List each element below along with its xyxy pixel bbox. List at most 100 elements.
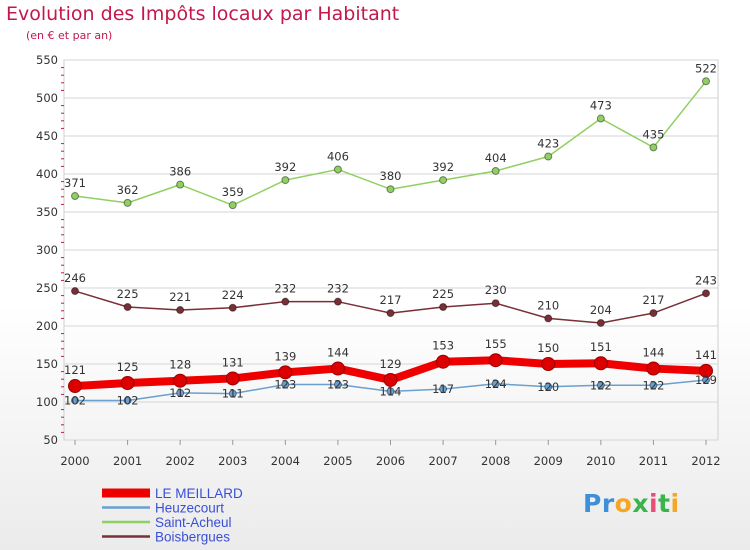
data-point bbox=[541, 357, 556, 371]
data-label: 230 bbox=[485, 283, 507, 297]
data-point bbox=[439, 176, 448, 185]
data-point bbox=[436, 354, 451, 369]
data-label: 112 bbox=[169, 386, 191, 400]
data-point bbox=[383, 372, 398, 387]
data-label: 217 bbox=[642, 293, 664, 307]
data-label: 392 bbox=[432, 160, 454, 174]
data-point bbox=[123, 198, 132, 207]
data-label: 522 bbox=[695, 61, 717, 75]
data-point bbox=[120, 376, 135, 390]
data-point bbox=[278, 365, 293, 380]
data-point bbox=[488, 353, 503, 368]
data-point bbox=[330, 361, 345, 376]
data-label: 117 bbox=[432, 382, 454, 396]
data-point bbox=[386, 387, 395, 396]
data-point bbox=[491, 299, 500, 308]
proxiti-logo: Proxiti bbox=[583, 489, 680, 518]
chart-title: Evolution des Impôts locaux par Habitant bbox=[6, 3, 400, 25]
logo-letter: i bbox=[649, 489, 659, 518]
legend-label: Boisbergues bbox=[155, 530, 230, 545]
data-label: 243 bbox=[695, 273, 717, 287]
x-tick-label: 2011 bbox=[639, 454, 668, 468]
x-tick-label: 2006 bbox=[376, 454, 405, 468]
x-tick-label: 2002 bbox=[166, 454, 195, 468]
legend-label: Heuzecourt bbox=[155, 501, 224, 516]
data-point bbox=[491, 166, 500, 175]
data-point bbox=[176, 388, 185, 397]
logo-letter: o bbox=[614, 489, 633, 518]
data-point bbox=[386, 309, 395, 318]
data-point bbox=[699, 363, 713, 378]
data-point bbox=[71, 192, 79, 201]
data-label: 123 bbox=[327, 378, 349, 392]
chart-subtitle: (en € et par an) bbox=[26, 29, 113, 42]
data-label: 423 bbox=[537, 137, 559, 151]
x-tick-label: 2004 bbox=[271, 454, 300, 468]
data-point bbox=[333, 297, 342, 306]
logo-letter: P bbox=[583, 489, 602, 518]
data-label: 362 bbox=[117, 183, 139, 197]
data-label: 141 bbox=[695, 348, 717, 362]
data-point bbox=[281, 176, 290, 185]
y-tick-label: 300 bbox=[36, 243, 58, 257]
data-label: 386 bbox=[169, 165, 191, 179]
y-tick-label: 200 bbox=[36, 319, 58, 333]
x-tick-label: 2008 bbox=[481, 454, 510, 468]
data-label: 435 bbox=[642, 127, 664, 141]
data-label: 123 bbox=[274, 378, 296, 392]
x-tick-label: 2003 bbox=[218, 454, 247, 468]
data-point bbox=[491, 379, 500, 388]
data-label: 406 bbox=[327, 149, 349, 163]
data-label: 225 bbox=[432, 287, 454, 301]
data-label: 102 bbox=[64, 393, 86, 407]
data-point bbox=[596, 381, 605, 390]
x-tick-label: 2001 bbox=[113, 454, 142, 468]
data-label: 114 bbox=[380, 384, 402, 398]
data-point bbox=[176, 306, 185, 315]
data-label: 217 bbox=[380, 293, 402, 307]
data-point bbox=[649, 381, 658, 390]
x-tick-label: 2009 bbox=[534, 454, 563, 468]
data-point bbox=[646, 361, 661, 376]
data-label: 120 bbox=[537, 380, 559, 394]
data-point bbox=[333, 380, 342, 389]
data-point bbox=[123, 303, 132, 311]
logo-letter: x bbox=[632, 489, 649, 518]
legend-label: Saint-Acheul bbox=[155, 515, 232, 530]
y-tick-label: 250 bbox=[36, 281, 58, 295]
data-point bbox=[702, 289, 710, 298]
data-label: 232 bbox=[327, 282, 349, 296]
legend-label: LE MEILLARD bbox=[155, 486, 243, 501]
x-tick-label: 2012 bbox=[691, 454, 720, 468]
data-point bbox=[596, 114, 605, 123]
data-label: 404 bbox=[485, 151, 507, 165]
data-point bbox=[439, 385, 448, 394]
data-label: 128 bbox=[169, 358, 191, 372]
data-point bbox=[225, 371, 240, 386]
y-tick-label: 100 bbox=[36, 395, 58, 409]
data-point bbox=[228, 201, 237, 210]
x-tick-label: 2005 bbox=[323, 454, 352, 468]
x-tick-label: 2007 bbox=[428, 454, 457, 468]
data-label: 224 bbox=[222, 288, 244, 302]
data-label: 102 bbox=[117, 393, 139, 407]
data-label: 144 bbox=[327, 346, 349, 360]
data-point bbox=[71, 396, 79, 405]
data-label: 121 bbox=[64, 363, 86, 377]
data-point bbox=[386, 185, 395, 194]
data-label: 225 bbox=[117, 287, 139, 301]
data-point bbox=[439, 303, 448, 311]
data-label: 124 bbox=[485, 377, 507, 391]
data-label: 371 bbox=[64, 176, 86, 190]
data-point bbox=[649, 143, 658, 152]
data-point bbox=[176, 180, 185, 189]
y-tick-label: 450 bbox=[36, 129, 58, 143]
data-point bbox=[71, 287, 79, 296]
data-point bbox=[68, 379, 82, 394]
data-label: 232 bbox=[274, 282, 296, 296]
data-label: 129 bbox=[380, 357, 402, 371]
y-tick-label: 550 bbox=[36, 53, 58, 67]
data-point bbox=[649, 309, 658, 318]
